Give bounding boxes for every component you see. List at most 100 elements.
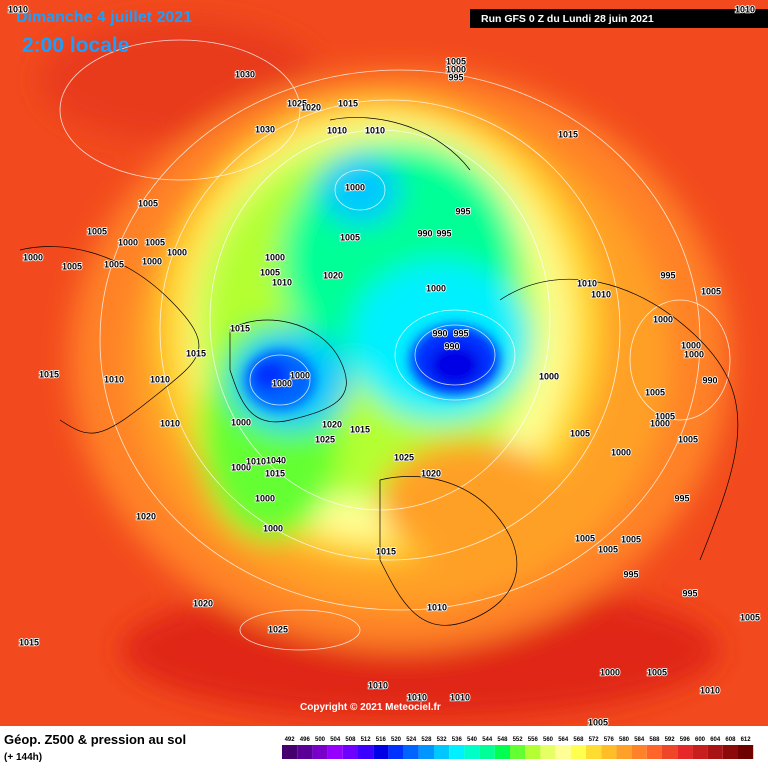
scale-label: 496 [300,737,311,743]
isobar-label: 1015 [39,369,59,379]
scale-label: 528 [421,737,432,743]
scale-swatch [434,745,450,759]
isobar-label: 1000 [684,349,704,359]
scale-label: 524 [406,737,417,743]
isobar-label: 1015 [558,129,578,139]
isobar-label: 1005 [138,198,158,208]
isobar-label: 1010 [160,418,180,428]
scale-label: 588 [649,737,660,743]
scale-label: 520 [391,737,402,743]
isobar-label: 1010 [735,4,755,14]
scale-label: 512 [361,737,372,743]
scale-swatch [586,745,602,759]
isobar-label: 1005 [701,286,721,296]
isobar-label: 1020 [301,102,321,112]
isobar-label: 1030 [255,124,275,134]
isobar-label: 1010 [150,374,170,384]
scale-swatch [722,745,738,759]
isobar-label: 1010 [104,374,124,384]
scale-label: 568 [573,737,584,743]
isobar-label: 1010 [8,4,28,14]
scale-swatch [373,745,389,759]
isobar-label: 1005 [340,232,360,242]
scale-label: 544 [482,737,493,743]
isobar-label: 1010 [407,692,427,702]
scale-swatch [312,745,328,759]
isobar-label: 990 [432,328,447,338]
copyright: Copyright © 2021 Meteociel.fr [300,702,441,713]
scale-label: 552 [513,737,524,743]
isobar-label: 1005 [645,387,665,397]
isobar-label: 1015 [186,348,206,358]
isobar-label: 1005 [62,261,82,271]
local-time: 2:00 locale [22,34,129,57]
isobar-label: 1025 [394,452,414,462]
isobar-label: 1000 [653,314,673,324]
scale-label: 612 [741,737,752,743]
isobar-label: 1000 [345,182,365,192]
isobar-label: 1010 [591,289,611,299]
isobar-label: 1015 [19,637,39,647]
isobar-label: 1005 [655,411,675,421]
scale-swatch [540,745,556,759]
scale-label: 608 [725,737,736,743]
footer-lead: (+ 144h) [4,752,42,763]
isobar-label: 1000 [426,283,446,293]
isobar-label: 1015 [338,98,358,108]
isobar-label: 1000 [142,256,162,266]
scale-swatch [358,745,374,759]
valid-date: Dimanche 4 juillet 2021 [16,9,192,26]
scale-label: 584 [634,737,645,743]
isobar-label: 1020 [421,468,441,478]
scale-swatch [738,745,754,759]
scale-label: 560 [543,737,554,743]
isobar-label: 1000 [272,378,292,388]
scale-label: 592 [665,737,676,743]
isobar-label: 1015 [350,424,370,434]
lows [245,325,500,410]
scale-swatch [692,745,708,759]
scale-label: 576 [604,737,615,743]
isobar-label: 990 [702,375,717,385]
isobar-label: 1000 [611,447,631,457]
scale-label: 572 [589,737,600,743]
scale-swatch [646,745,662,759]
isobar-label: 1000 [446,64,466,74]
isobar-label: 1005 [588,717,608,727]
scale-label: 540 [467,737,478,743]
isobar-label: 1005 [104,259,124,269]
scale-swatch [525,745,541,759]
isobar-label: 1000 [650,418,670,428]
isobar-label: 1010 [272,277,292,287]
isobar-label: 1010 [246,456,266,466]
isobar-label: 1005 [621,534,641,544]
isobar-label: 1005 [740,612,760,622]
run-box [470,9,768,28]
footer-title: Géop. Z500 & pression au sol [4,732,186,747]
scale-label: 604 [710,737,721,743]
scale-swatch [601,745,617,759]
scale-label: 508 [345,737,356,743]
scale-label: 596 [680,737,691,743]
scale-swatch [616,745,632,759]
scale-swatch [464,745,480,759]
isobar-label: 1005 [647,667,667,677]
isobar-label: 1005 [260,267,280,277]
isobar-label: 1015 [376,546,396,556]
isobar-label: 1010 [700,685,720,695]
isobar-label: 1005 [446,56,466,66]
isobar-label: 1000 [539,371,559,381]
isobar-label: 1010 [365,125,385,135]
isobar-label: 995 [455,206,470,216]
scale-label: 564 [558,737,569,743]
isobar-label: 995 [436,228,451,238]
isobar-label: 1000 [118,237,138,247]
isobar-label: 995 [674,493,689,503]
isobar-label: 1000 [231,417,251,427]
isobar-label: 1000 [231,462,251,472]
scale-swatch [631,745,647,759]
isobar-label: 1010 [577,278,597,288]
isobar-label: 1005 [145,237,165,247]
isobar-label: 1010 [327,125,347,135]
